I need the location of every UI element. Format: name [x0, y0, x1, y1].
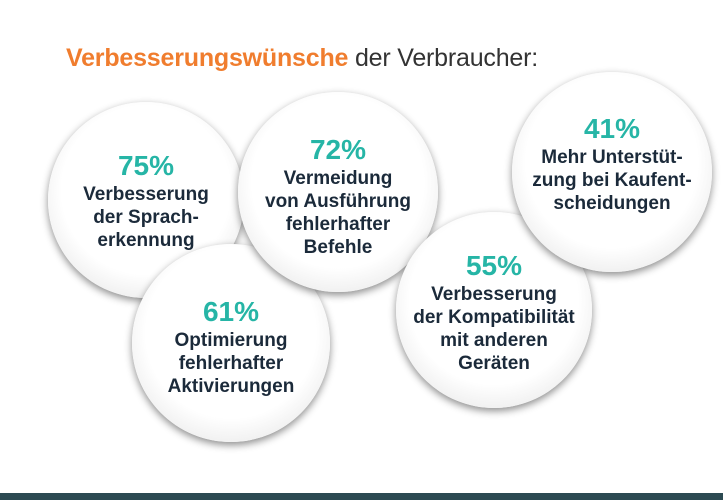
bubble-purchase-decisions: 41% Mehr Unterstüt- zung bei Kaufent- sc… [512, 72, 712, 272]
bubble-percent: 41% [583, 112, 641, 144]
bubble-description: Mehr Unterstüt- zung bei Kaufent- scheid… [518, 146, 705, 215]
bubble-percent: 75% [117, 149, 175, 181]
bubble-line: fehlerhafter [285, 214, 391, 235]
bubble-line: von Ausführung [265, 191, 411, 212]
bubble-faulty-commands: 72% Vermeidung von Ausführung fehlerhaft… [238, 92, 438, 292]
bubble-description: Vermeidung von Ausführung fehlerhafter B… [251, 167, 425, 259]
bubble-description: Optimierung fehlerhafter Aktivierungen [154, 329, 309, 398]
bubble-line: Vermeidung [283, 168, 393, 189]
title-rest: der Verbraucher: [348, 44, 538, 72]
bubble-compatibility: 55% Verbesserung der Kompatibilität mit … [396, 212, 592, 408]
bubble-line: Verbesserung [431, 284, 557, 305]
bubble-line: Aktivierungen [167, 375, 295, 397]
bubble-percent: 61% [202, 295, 260, 327]
bottom-bar [0, 493, 723, 500]
bubble-line: Befehle [303, 237, 373, 258]
bubble-line: der Kompatibilität [413, 307, 575, 328]
page-title: Verbesserungswünsche der Verbraucher: [66, 44, 538, 73]
bubble-line: zung bei Kaufent- [532, 169, 692, 191]
bubble-percent: 72% [309, 134, 367, 165]
bubble-description: Verbesserung der Kompatibilität mit ande… [399, 283, 589, 375]
bubble-line: Geräten [458, 353, 530, 374]
bubble-line: Optimierung [174, 329, 288, 351]
bubble-description: Verbesserung der Sprach- erkennung [69, 183, 223, 252]
bubble-line: scheidungen [553, 192, 671, 214]
bubble-line: der Sprach- [93, 206, 199, 228]
bubble-line: mit anderen [440, 330, 548, 351]
bubble-line: Mehr Unterstüt- [541, 146, 683, 168]
bubble-line: erkennung [97, 229, 195, 251]
bubble-line: fehlerhafter [178, 352, 284, 374]
bubble-line: Verbesserung [83, 183, 209, 205]
bubble-percent: 55% [465, 250, 523, 281]
bubble-speech-recognition: 75% Verbesserung der Sprach- erkennung [48, 102, 244, 298]
title-accent: Verbesserungswünsche [66, 44, 349, 72]
